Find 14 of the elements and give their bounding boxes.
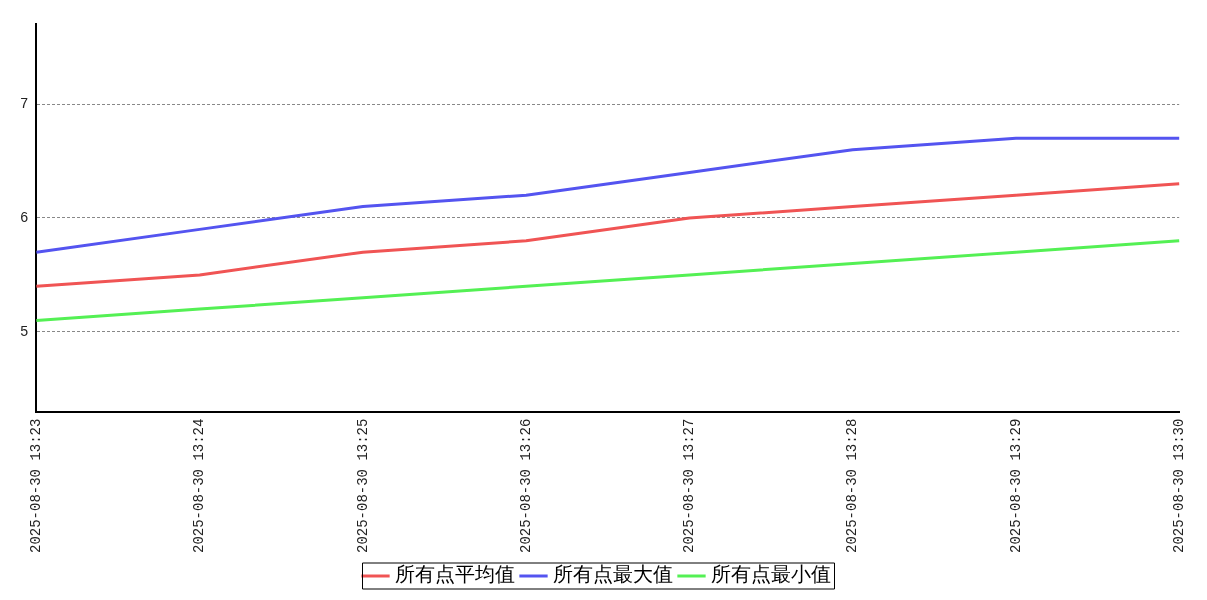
x-tick-label: 2025-08-30 13:24: [191, 418, 208, 553]
y-tick-label: 5: [20, 323, 29, 340]
x-tick-label: 2025-08-30 13:27: [681, 418, 698, 553]
x-tick-label: 2025-08-30 13:29: [1007, 418, 1024, 553]
x-tick-label: 2025-08-30 13:30: [1170, 418, 1187, 553]
x-tick-label: 2025-08-30 13:28: [844, 418, 861, 553]
x-tick-label: 2025-08-30 13:25: [354, 418, 371, 553]
x-tick-label: 2025-08-30 13:23: [28, 418, 45, 553]
y-tick-label: 7: [20, 95, 29, 112]
legend-label: 所有点最大值: [552, 562, 673, 587]
x-tick-label: 2025-08-30 13:26: [517, 418, 534, 553]
y-tick-label: 6: [20, 209, 29, 226]
legend-label: 所有点最小值: [710, 562, 831, 587]
legend-label: 所有点平均值: [394, 562, 515, 587]
